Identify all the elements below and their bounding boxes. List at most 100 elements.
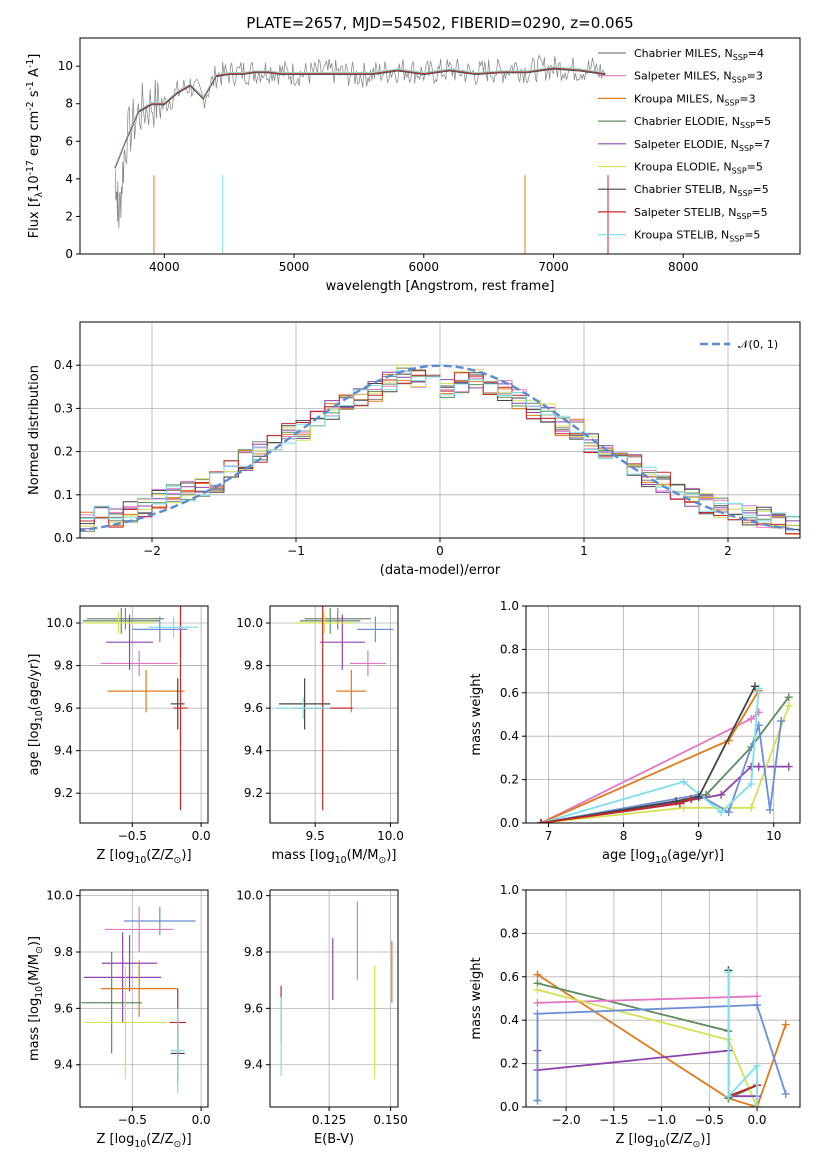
weight-marker [724,968,733,977]
y-tick-label: 10.0 [46,616,73,630]
y-tick-label: 0.0 [500,816,519,830]
errorbar-point [173,606,188,811]
x-tick-label: 9 [695,829,703,843]
weight-marker [784,701,793,710]
label-part: λ [34,191,45,197]
legend-label: Chabrier STELIB, N [634,183,738,196]
y-axis-label: Flux [fλ10-17 erg cm-2 s-1 A-1] [25,54,45,239]
x-axis-label: (data-model)/error [380,563,501,578]
label-part: (data-model)/error [380,563,501,578]
errorbar-point [304,608,371,630]
errorbar-point [336,669,367,713]
y-tick-label: 0.6 [500,686,519,700]
weight-marker [781,1089,790,1098]
errorbar-point [294,612,355,634]
y-tick-label: 0.8 [500,642,519,656]
legend-suffix: =5 [751,206,767,219]
legend-subscript: SSP [732,76,747,85]
x-tick-label: 5000 [279,260,310,274]
weight-marker [533,998,542,1007]
label-part: wavelength [Angstrom, rest frame] [326,279,555,294]
x-axis-label: Z [log10(Z/Z⊙)] [96,848,191,866]
errorbar-point [81,952,142,1054]
y-tick-label: 9.6 [244,701,263,715]
weight-marker [717,790,726,799]
label-part: s [27,90,42,101]
plot-area [280,901,393,1079]
errorbar-point [86,608,164,630]
x-tick-label: 8000 [668,260,699,274]
weight-marker [694,792,703,801]
figure-title: PLATE=2657, MJD=54502, FIBERID=0290, z=0… [246,14,633,32]
x-axis-label: mass [log10(M/M⊙)] [272,848,397,866]
label-part: Z [log [96,1132,134,1147]
legend-suffix: =4 [748,47,764,60]
weight-marker [753,1103,762,1107]
y-tick-label: 0.2 [500,1057,519,1071]
label-part: erg cm [27,111,42,160]
spectrum-model-line [114,68,606,169]
label-part: 10 [34,710,45,722]
legend-subscript: SSP [740,121,755,130]
errorbar-point [148,616,199,638]
errorbar-point [170,1008,185,1093]
errorbar-point [100,650,178,677]
spectrum-model-line [114,68,606,169]
x-tick-label: −0.5 [695,1113,724,1127]
legend-entry: Chabrier STELIB, NSSP=5 [634,183,769,198]
x-tick-label: 7000 [538,260,569,274]
plot-area [533,966,790,1107]
errorbar-point [276,697,331,719]
label-part: 10 [653,1139,665,1150]
label-part: (Z/Z [146,1132,173,1147]
y-tick-label: 9.6 [54,701,73,715]
weight-marker [781,1020,790,1029]
x-tick-label: 0.125 [312,1113,346,1127]
weight-marker [747,803,756,812]
chart-weight-vs-Z: −2.0 −1.5 −1.0 −0.5 0.0 0.0 0.2 0.4 0.6 0.8 1.0 Z [… [469,883,801,1150]
label-part: (age/yr)] [667,848,724,863]
errorbar-point [107,669,185,713]
chart-age-vs-mass: 9.5 10.0 9.2 9.4 9.6 9.8 10.0 mass [log10(M/M⊙)… [236,605,404,866]
label-part: ] [27,54,42,59]
label-part: 10 [134,1139,146,1150]
y-axis-label: age [log10(age/yr)] [27,654,45,776]
y-tick-label: 9.4 [54,1058,73,1072]
errorbar-point [84,932,162,1023]
weight-marker [675,799,684,808]
y-tick-label: 9.8 [54,659,73,673]
weight-marker [784,762,793,771]
errorbar-point [82,608,160,634]
chart-mass-vs-EBV: 0.125 0.150 9.4 9.6 9.8 10.0 E(B-V) [236,889,408,1147]
plot-area [81,906,196,1093]
weight-marker [747,714,756,723]
spectrum-model-line [114,68,606,169]
label-part: Z [log [96,848,134,863]
weight-line [540,720,783,823]
y-tick-label: 0.8 [500,926,519,940]
y-axis-label: mass weight [469,957,484,1039]
errorbar-point [300,608,361,634]
label-part: mass [log [27,998,42,1061]
errorbar-point [170,678,185,730]
y-tick-label: 0.4 [500,729,519,743]
errorbar-point [100,960,178,1017]
x-axis-label: Z [log10(Z/Z⊙)] [96,1132,191,1150]
weight-marker [679,803,688,812]
y-tick-label: 0.3 [54,401,73,415]
x-tick-label: −2 [143,544,161,558]
errorbar-point [102,935,158,992]
weight-marker [765,805,774,814]
legend-entry: Salpeter MILES, NSSP=3 [634,70,763,85]
label-part: Normed distribution [27,365,42,495]
weight-line [536,1004,787,1101]
y-tick-label: 0.6 [500,970,519,984]
weight-marker [533,985,542,994]
y-tick-label: 9.8 [244,659,263,673]
legend-label: Salpeter STELIB, N [634,206,736,219]
legend-label: Salpeter MILES, N [634,70,732,83]
label-part: age [log [27,722,42,775]
axes-frame [269,889,399,1108]
label-part: 10 [655,855,667,866]
legend-entry: Salpeter STELIB, NSSP=5 [634,206,768,221]
